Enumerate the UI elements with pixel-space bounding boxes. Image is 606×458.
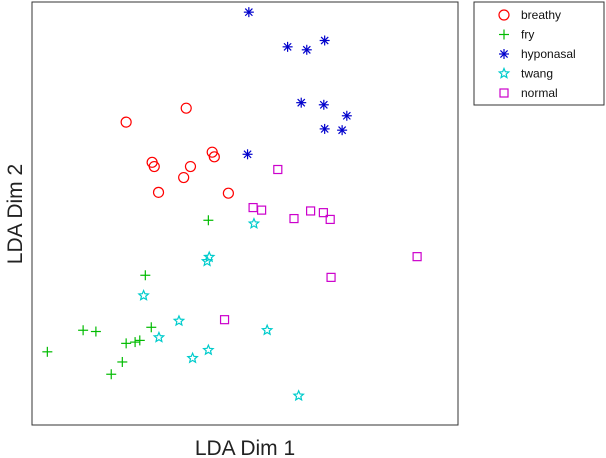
point-breathy-8 bbox=[178, 171, 190, 184]
point-normal-4 bbox=[306, 206, 316, 216]
point-twang-8 bbox=[202, 343, 215, 356]
point-fry-5 bbox=[90, 326, 101, 337]
point-breathy-7 bbox=[184, 160, 197, 173]
points-layer bbox=[42, 7, 422, 402]
point-fry-4 bbox=[78, 325, 89, 336]
legend-label-normal: normal bbox=[521, 86, 558, 100]
point-twang-4 bbox=[137, 288, 150, 301]
point-normal-10 bbox=[219, 315, 230, 325]
point-breathy-6 bbox=[208, 151, 220, 163]
point-fry-1 bbox=[203, 215, 214, 226]
point-hyponasal-5 bbox=[296, 97, 307, 108]
point-twang-7 bbox=[260, 323, 274, 336]
x-axis-label: LDA Dim 1 bbox=[195, 437, 295, 458]
point-fry-7 bbox=[121, 338, 132, 349]
point-fry-9 bbox=[42, 346, 53, 357]
legend-label-breathy: breathy bbox=[521, 8, 561, 22]
legend-marker-fry bbox=[499, 29, 509, 40]
point-normal-8 bbox=[412, 252, 422, 262]
point-hyponasal-1 bbox=[243, 7, 254, 18]
point-hyponasal-3 bbox=[282, 41, 293, 52]
point-fry-10 bbox=[117, 356, 128, 367]
point-twang-6 bbox=[152, 330, 166, 343]
point-breathy-10 bbox=[222, 187, 234, 199]
y-axis-label: LDA Dim 2 bbox=[4, 164, 27, 264]
legend-label-twang: twang bbox=[521, 67, 553, 81]
point-normal-3 bbox=[257, 205, 267, 215]
legend-label-fry: fry bbox=[521, 28, 534, 42]
point-twang-9 bbox=[186, 351, 199, 364]
point-twang-5 bbox=[172, 314, 186, 327]
point-hyponasal-4 bbox=[301, 44, 312, 55]
legend-box bbox=[473, 1, 605, 106]
point-fry-8 bbox=[130, 337, 141, 348]
point-twang-1 bbox=[247, 217, 261, 229]
legend-label-hyponasal: hyponasal bbox=[521, 47, 576, 61]
legend-marker-normal bbox=[499, 88, 509, 98]
point-fry-2 bbox=[140, 270, 151, 281]
point-fry-11 bbox=[106, 369, 117, 380]
legend-marker-twang bbox=[497, 66, 511, 79]
legend-marker-hyponasal bbox=[499, 49, 509, 59]
point-twang-10 bbox=[292, 389, 305, 402]
legend: breathy fry hyponasal twang normal bbox=[473, 1, 605, 106]
point-hyponasal-6 bbox=[318, 99, 329, 110]
point-fry-3 bbox=[146, 322, 157, 333]
point-normal-1 bbox=[273, 164, 283, 175]
plot-area bbox=[31, 1, 459, 426]
point-normal-9 bbox=[326, 272, 336, 282]
point-normal-6 bbox=[289, 213, 299, 224]
point-hyponasal-9 bbox=[337, 125, 348, 136]
point-breathy-2 bbox=[180, 102, 192, 114]
point-normal-5 bbox=[318, 208, 328, 218]
point-hyponasal-10 bbox=[242, 149, 253, 160]
point-breathy-4 bbox=[148, 160, 160, 173]
point-hyponasal-8 bbox=[319, 123, 330, 134]
point-twang-3 bbox=[200, 254, 214, 267]
point-normal-7 bbox=[325, 214, 335, 225]
point-hyponasal-2 bbox=[319, 35, 330, 46]
point-hyponasal-7 bbox=[341, 110, 352, 121]
point-breathy-1 bbox=[120, 116, 132, 128]
point-fry-6 bbox=[134, 335, 145, 346]
legend-marker-breathy bbox=[498, 9, 510, 21]
point-breathy-9 bbox=[152, 186, 165, 198]
